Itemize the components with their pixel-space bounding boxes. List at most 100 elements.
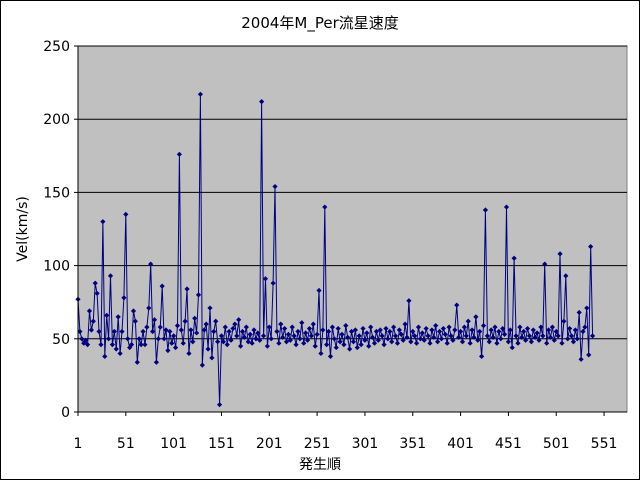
data-point	[140, 328, 146, 335]
data-point	[209, 355, 215, 361]
data-point	[444, 340, 450, 346]
data-point	[153, 359, 160, 365]
data-point	[193, 330, 200, 336]
data-point	[570, 339, 577, 345]
data-point	[276, 340, 282, 346]
data-point	[216, 402, 223, 408]
data-point	[211, 328, 217, 335]
data-point	[157, 324, 163, 330]
data-point	[360, 325, 366, 332]
data-point	[354, 344, 360, 351]
x-tick-label: 251	[304, 436, 331, 452]
data-point	[534, 330, 540, 336]
data-point	[107, 273, 114, 279]
chart-title: 2004年M_Per流星速度	[241, 14, 399, 33]
data-point	[348, 328, 355, 335]
data-point	[402, 321, 408, 327]
data-point	[150, 328, 156, 335]
y-tick-label: 150	[43, 185, 70, 201]
y-tick-label: 200	[43, 112, 70, 128]
data-point	[517, 324, 523, 330]
data-point	[366, 343, 372, 349]
data-point	[440, 325, 446, 332]
data-point	[197, 91, 204, 97]
data-point	[400, 337, 406, 343]
data-point	[171, 333, 177, 339]
data-point	[381, 342, 387, 348]
data-point	[490, 334, 496, 340]
data-point	[77, 328, 83, 335]
data-point	[446, 324, 452, 330]
data-point	[492, 324, 498, 330]
data-point	[88, 327, 94, 333]
data-point	[345, 334, 351, 340]
data-point	[272, 183, 278, 190]
data-point	[431, 334, 437, 340]
data-point	[467, 340, 473, 346]
data-point	[146, 305, 152, 311]
data-point	[477, 328, 483, 335]
x-tick-label: 201	[256, 436, 283, 452]
x-tick-label: 1	[74, 436, 83, 452]
x-tick-label: 451	[495, 436, 522, 452]
data-point	[109, 342, 116, 348]
data-point	[544, 340, 550, 346]
data-point	[488, 327, 494, 333]
x-tick-label: 351	[399, 436, 426, 452]
data-point	[243, 324, 249, 330]
data-point	[509, 344, 515, 351]
data-point	[461, 324, 468, 330]
data-point	[96, 328, 102, 335]
data-point	[515, 340, 521, 346]
x-tick-label: 101	[160, 436, 187, 452]
data-point	[266, 324, 272, 330]
data-point	[320, 327, 326, 333]
data-point	[557, 251, 563, 257]
data-point	[130, 308, 137, 314]
data-point	[287, 337, 293, 343]
data-point	[310, 321, 316, 327]
data-point	[519, 334, 525, 340]
data-point	[213, 318, 219, 324]
data-point	[341, 342, 347, 348]
data-point	[285, 331, 292, 338]
data-point	[327, 353, 334, 359]
data-point	[165, 347, 171, 354]
data-point	[362, 337, 368, 343]
data-point	[132, 318, 138, 324]
data-point	[281, 325, 288, 332]
data-point	[540, 333, 546, 339]
data-point	[521, 328, 527, 335]
data-point	[350, 339, 357, 345]
data-point	[410, 328, 416, 335]
data-point	[201, 327, 207, 333]
data-point	[339, 331, 345, 338]
data-point	[526, 333, 533, 339]
data-point	[167, 328, 173, 335]
data-point	[589, 333, 596, 339]
data-point	[259, 99, 265, 105]
data-point	[312, 343, 318, 349]
data-point	[549, 324, 555, 330]
data-point	[500, 325, 506, 332]
data-point	[274, 328, 280, 335]
data-point	[586, 352, 592, 358]
data-point	[228, 337, 234, 343]
data-point	[199, 362, 205, 368]
data-point	[450, 337, 456, 343]
data-point	[364, 330, 370, 336]
data-point	[119, 328, 125, 335]
data-point	[371, 340, 378, 346]
data-point	[79, 336, 85, 342]
data-point	[565, 336, 571, 342]
data-point	[369, 334, 376, 340]
data-point	[104, 312, 110, 318]
data-point	[180, 340, 186, 346]
data-point	[457, 328, 464, 335]
data-point	[295, 328, 301, 335]
data-point	[387, 328, 393, 335]
data-point	[100, 219, 106, 225]
plot-area	[77, 45, 628, 413]
data-point	[237, 343, 244, 349]
